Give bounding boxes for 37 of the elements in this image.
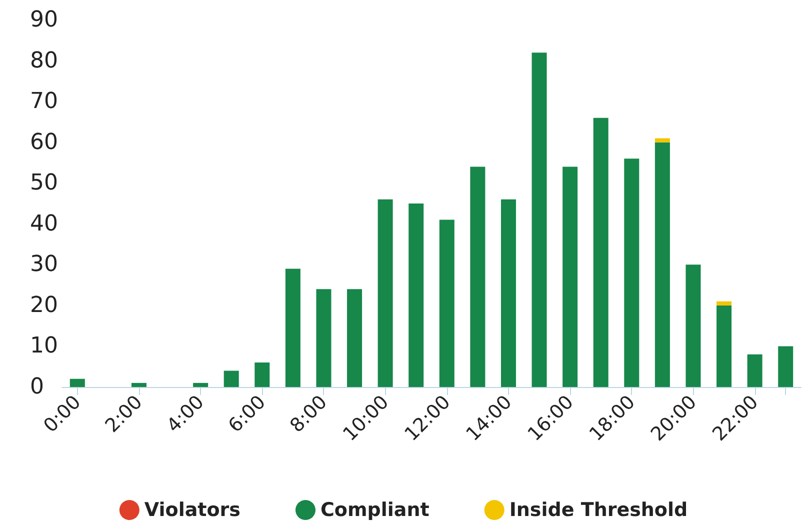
bar bbox=[285, 268, 300, 387]
bar bbox=[532, 52, 547, 387]
bar bbox=[778, 346, 794, 387]
bar bbox=[654, 138, 670, 142]
bar bbox=[593, 118, 608, 387]
bar bbox=[316, 289, 332, 387]
legend-label: Inside Threshold bbox=[509, 499, 688, 521]
bar bbox=[439, 220, 454, 387]
bar bbox=[254, 362, 270, 387]
y-tick-label: 50 bbox=[30, 170, 58, 196]
y-tick-label: 10 bbox=[30, 334, 58, 359]
y-tick-label: 20 bbox=[30, 292, 58, 318]
y-tick-label: 0 bbox=[30, 374, 44, 400]
y-tick-label: 80 bbox=[30, 48, 58, 74]
y-tick-label: 30 bbox=[30, 252, 58, 278]
y-tick-label: 90 bbox=[30, 8, 58, 32]
y-tick-label: 40 bbox=[30, 211, 58, 236]
bar bbox=[716, 301, 732, 306]
bar bbox=[654, 142, 670, 387]
legend-label: Violators bbox=[144, 499, 240, 521]
bar bbox=[500, 199, 516, 387]
bar bbox=[686, 264, 701, 387]
bar bbox=[562, 166, 578, 387]
bar bbox=[747, 354, 762, 387]
bar bbox=[347, 289, 362, 387]
bar bbox=[193, 382, 208, 387]
bar bbox=[624, 158, 640, 387]
bar bbox=[131, 382, 146, 387]
y-tick-label: 70 bbox=[30, 89, 58, 114]
bar bbox=[470, 166, 486, 387]
bar bbox=[378, 199, 393, 387]
y-tick-label: 60 bbox=[30, 130, 58, 155]
bar bbox=[716, 305, 732, 387]
bar bbox=[70, 378, 85, 387]
bar bbox=[408, 204, 424, 387]
legend-label: Compliant bbox=[320, 499, 430, 521]
bar bbox=[224, 370, 239, 387]
